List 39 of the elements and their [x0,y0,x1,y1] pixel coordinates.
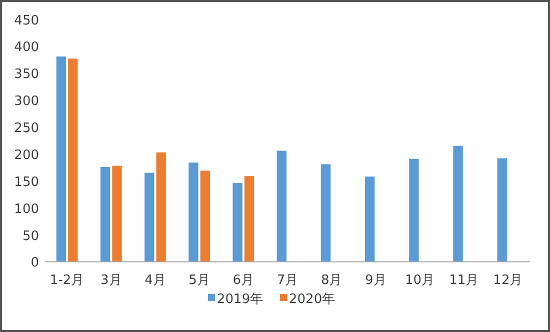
legend-label: 2020年 [289,292,336,307]
y-tick-label: 0 [30,256,39,271]
x-tick-label: 3月 [100,273,122,288]
bar [188,162,198,262]
bar [112,166,122,262]
y-tick-label: 400 [14,40,39,56]
bar [409,158,419,262]
x-tick-label: 12月 [493,273,523,288]
y-tick-label: 350 [14,67,39,82]
bar [364,176,375,262]
bar [100,166,110,262]
x-tick-label: 6月 [232,273,254,288]
y-tick-label: 300 [14,94,39,110]
bar [156,152,166,262]
x-tick-label: 4月 [144,273,166,288]
y-tick-label: 100 [14,202,39,217]
y-tick-label: 200 [14,148,39,163]
bar [232,183,242,262]
x-tick-label: 11月 [449,273,479,288]
x-tick-label: 7月 [276,273,298,288]
bar [276,150,286,262]
bar [68,58,78,262]
x-tick-label: 9月 [365,273,386,288]
x-tick-label: 8月 [320,273,342,288]
y-tick-label: 450 [14,13,39,28]
bar [453,146,463,262]
y-tick-label: 50 [22,228,39,244]
bar [320,164,331,262]
bar [144,172,154,262]
legend-label: 2019年 [217,292,264,307]
x-tick-label: 1-2月 [50,273,84,288]
bar [244,176,254,262]
bar [56,56,66,262]
bar [200,170,210,262]
x-tick-label: 5月 [188,273,210,288]
y-tick-label: 250 [14,121,39,136]
x-tick-label: 10月 [405,273,435,288]
y-tick-label: 150 [14,174,39,190]
bar [497,158,507,262]
